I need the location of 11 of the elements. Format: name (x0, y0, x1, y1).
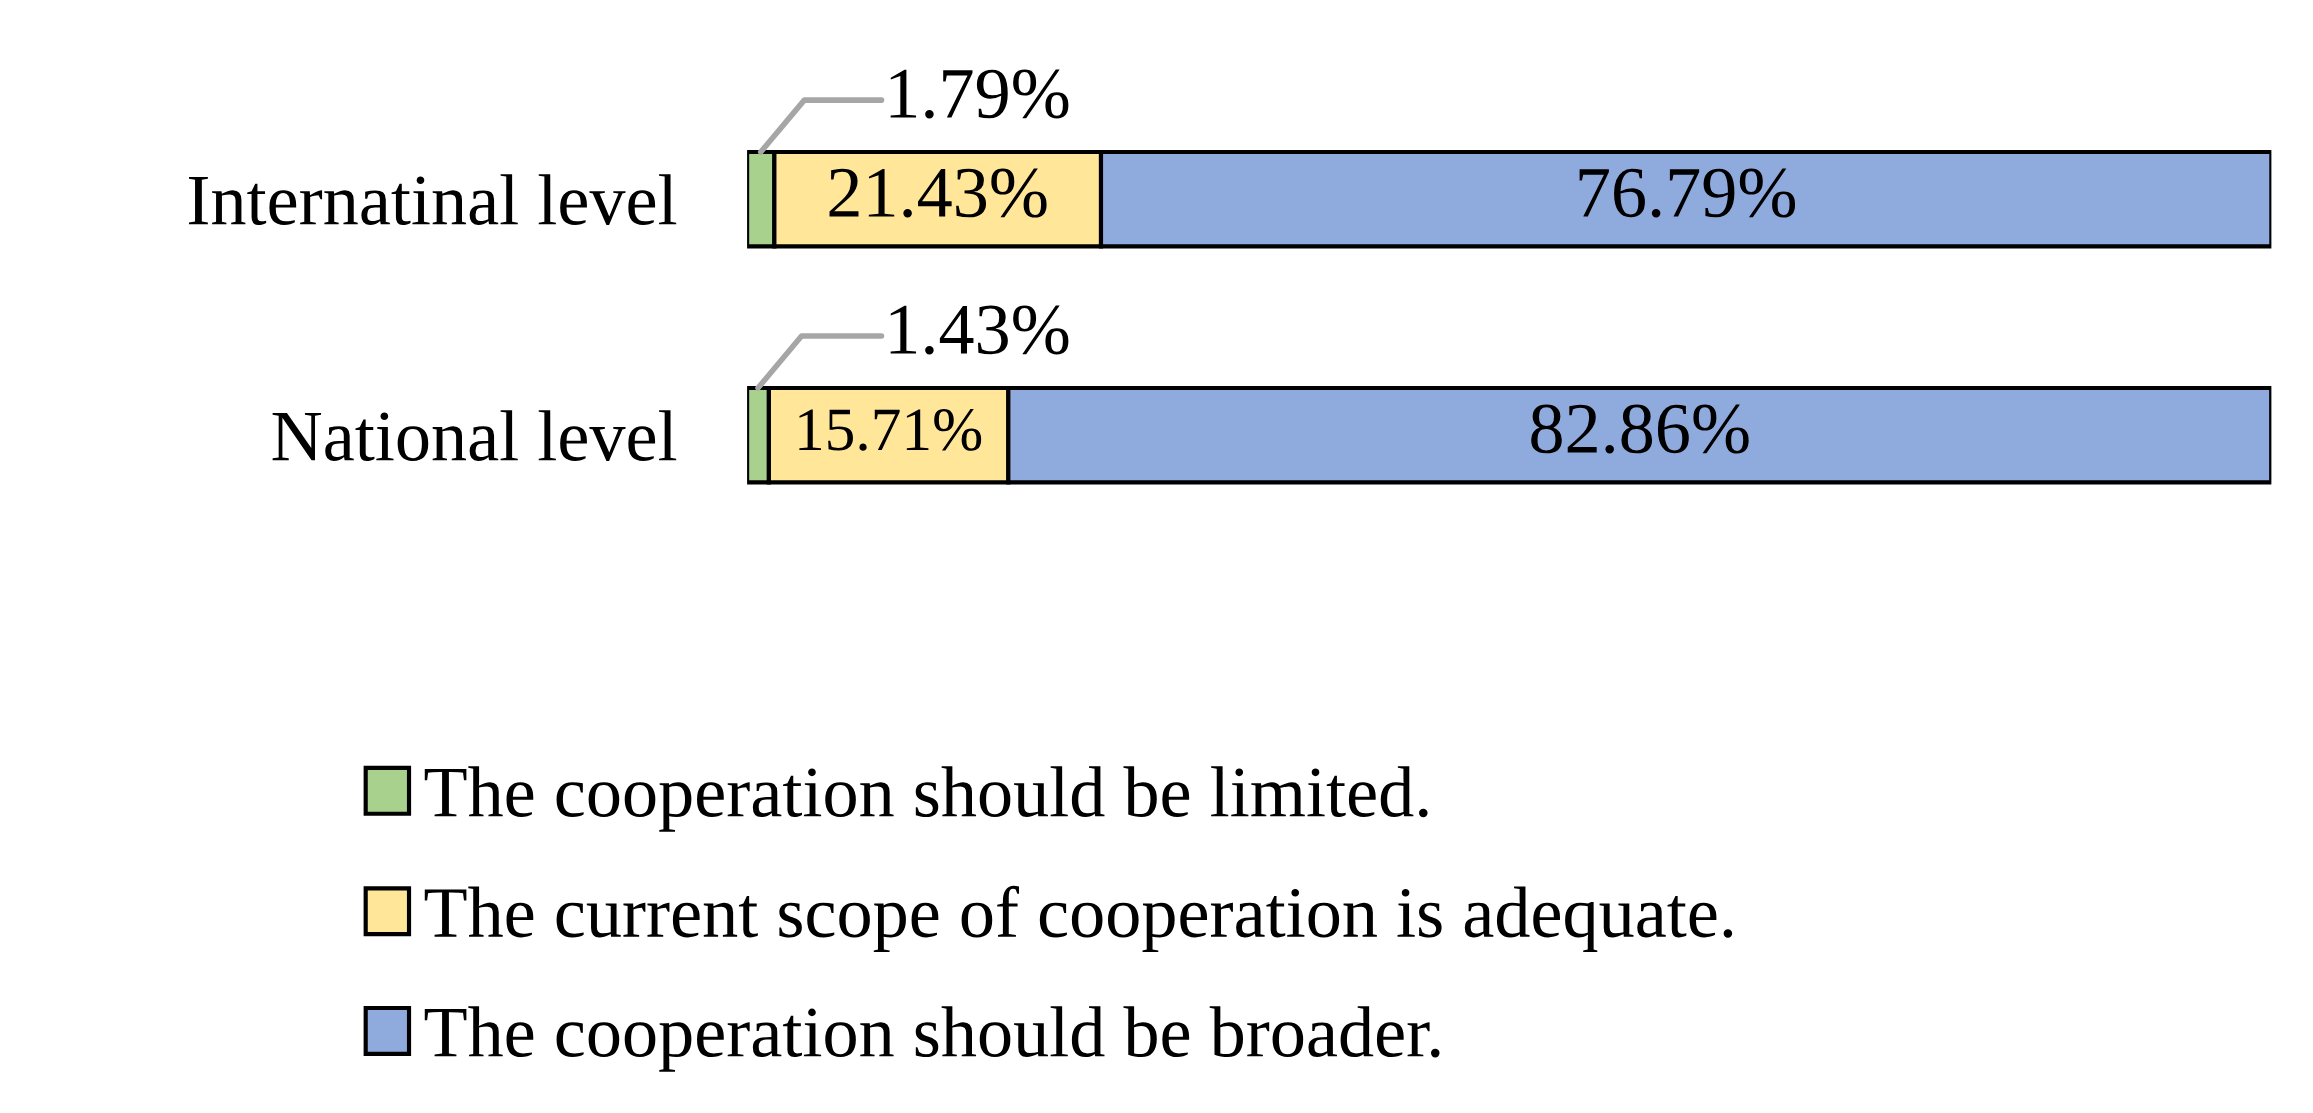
data-label: 82.86% (1531, 404, 1749, 454)
legend-label: The current scope of cooperation is adequate. (424, 885, 1733, 953)
legend-label: The cooperation should be limited. (424, 766, 1428, 832)
data-label: 15.71% (799, 409, 982, 451)
data-label: 1.43% (890, 305, 1069, 355)
data-label: 21.43% (829, 168, 1047, 218)
y-tick-label: Internatinal level (188, 174, 677, 225)
y-tick-label: National level (272, 410, 677, 461)
data-label: 1.79% (890, 69, 1069, 119)
legend-label: The cooperation should be broader. (424, 1006, 1440, 1072)
data-label: 76.79% (1579, 168, 1796, 218)
